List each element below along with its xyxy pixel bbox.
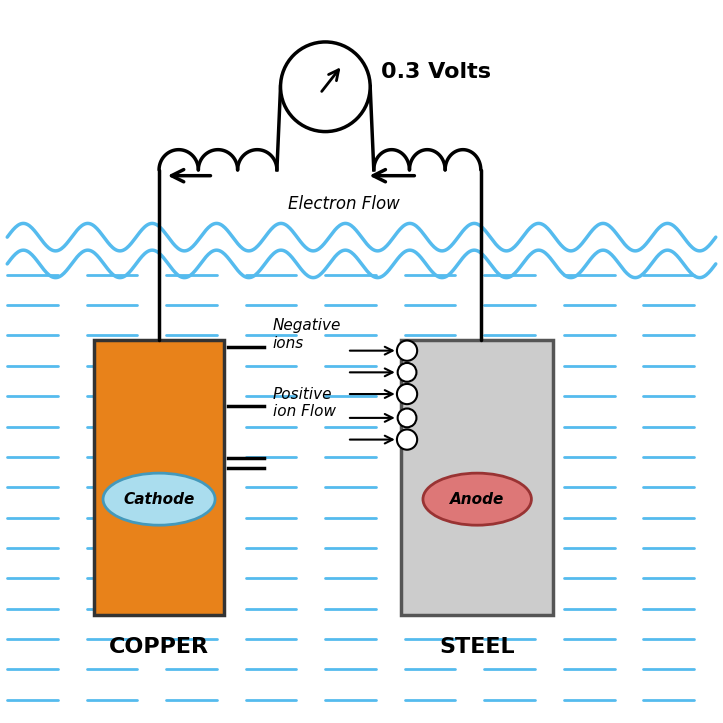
Text: Cathode: Cathode — [124, 492, 194, 507]
Text: Positive
ion Flow: Positive ion Flow — [273, 387, 336, 419]
Circle shape — [398, 363, 416, 382]
Text: 0.3 Volts: 0.3 Volts — [381, 62, 491, 82]
Text: Electron Flow: Electron Flow — [288, 195, 399, 213]
Text: Anode: Anode — [450, 492, 505, 507]
Ellipse shape — [103, 473, 215, 525]
Text: STEEL: STEEL — [440, 637, 515, 657]
Circle shape — [397, 384, 417, 404]
Text: COPPER: COPPER — [109, 637, 209, 657]
Circle shape — [397, 341, 417, 361]
Circle shape — [281, 42, 370, 132]
Circle shape — [398, 408, 416, 427]
Text: Negative
ions: Negative ions — [273, 318, 341, 351]
Bar — [401, 340, 553, 615]
Ellipse shape — [423, 473, 531, 525]
Circle shape — [397, 429, 417, 450]
Bar — [94, 340, 224, 615]
